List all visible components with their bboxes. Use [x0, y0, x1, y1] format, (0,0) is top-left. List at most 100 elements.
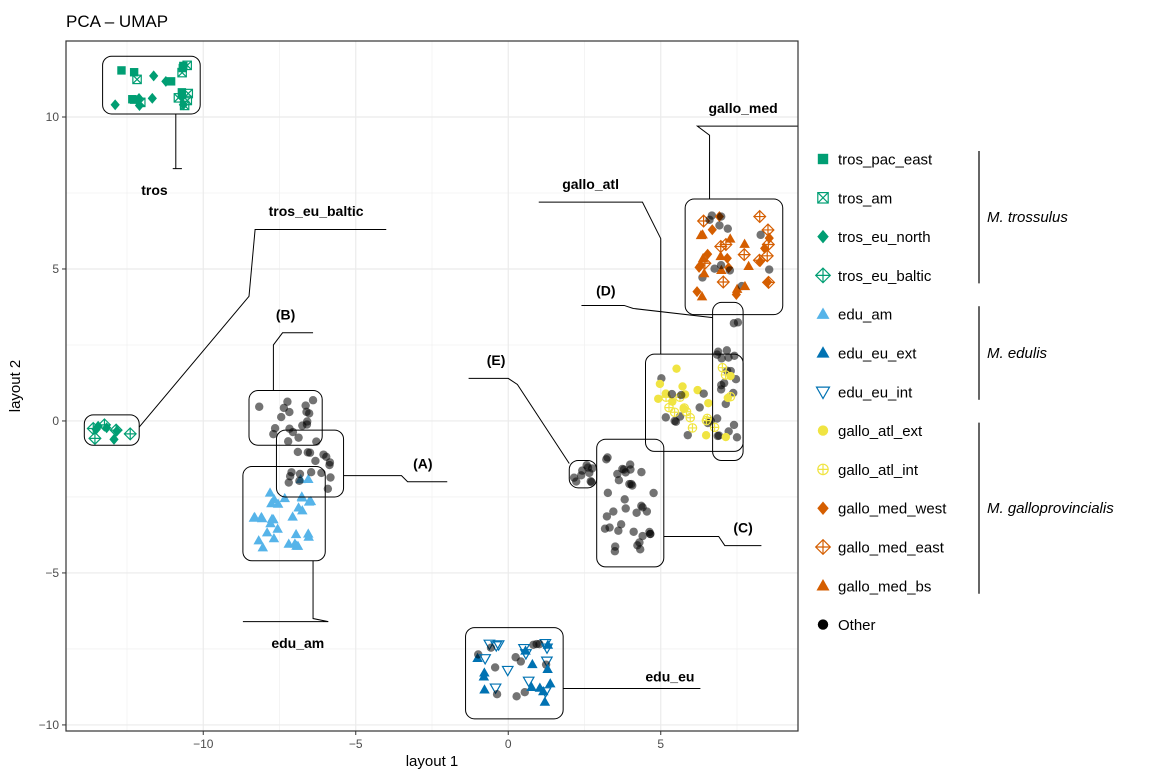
point-gallo_med_west — [763, 276, 773, 288]
point-edu_am — [256, 511, 267, 522]
legend-key-Other — [817, 619, 829, 630]
point-gallo_med_east — [760, 249, 774, 263]
point-tros_pac_east — [177, 88, 187, 97]
point-Other — [716, 212, 726, 221]
cluster-box — [568, 459, 598, 489]
legend-label: tros_eu_baltic — [838, 268, 932, 285]
legend-label: gallo_atl_ext — [838, 423, 923, 440]
point-Other — [732, 433, 742, 442]
legend-label: gallo_med_bs — [838, 578, 931, 595]
point-edu_am — [272, 523, 283, 533]
point-Other — [295, 476, 304, 486]
point-Other — [301, 401, 310, 410]
point-gallo_atl_ext — [726, 371, 735, 381]
point-Other — [730, 351, 739, 361]
point-Other — [572, 477, 581, 486]
point-Other — [636, 545, 645, 554]
legend-key-gallo_atl_int — [817, 463, 829, 476]
point-gallo_atl_ext — [654, 394, 663, 403]
cluster-label: tros — [141, 182, 168, 198]
point-gallo_med_bs — [698, 268, 710, 278]
legend-key-tros_am — [817, 192, 829, 204]
point-Other — [283, 397, 292, 406]
point-Other — [486, 643, 496, 652]
legend-label: edu_eu_int — [838, 384, 913, 401]
y-tick-label: −10 — [39, 718, 60, 732]
cluster-label: (C) — [733, 519, 752, 535]
point-gallo_atl_int — [701, 415, 712, 426]
point-Other — [308, 396, 318, 405]
point-Other — [733, 318, 743, 327]
point-Other — [294, 433, 303, 442]
point-Other — [717, 380, 726, 390]
legend-key-edu_eu_int — [815, 386, 831, 400]
point-edu_eu_ext — [545, 678, 556, 688]
point-Other — [325, 458, 335, 467]
point-gallo_med_bs — [697, 252, 709, 263]
point-gallo_atl_ext — [693, 385, 702, 395]
cluster-box — [102, 55, 201, 115]
point-edu_am — [249, 511, 260, 522]
cluster-box — [275, 429, 345, 498]
point-Other — [645, 527, 654, 537]
point-edu_eu_int — [478, 654, 492, 666]
x-tick-label: −5 — [349, 737, 363, 751]
point-tros_eu_north — [110, 99, 120, 111]
point-edu_am — [303, 528, 314, 538]
point-tros_eu_north — [109, 433, 119, 445]
point-Other — [255, 402, 264, 411]
point-Other — [611, 542, 620, 551]
cluster-box — [242, 466, 326, 562]
point-edu_eu_ext — [542, 663, 553, 674]
point-edu_am — [297, 505, 308, 515]
point-edu_eu_int — [501, 665, 515, 677]
legend-item: tros_am — [817, 190, 892, 207]
point-Other — [712, 350, 722, 359]
point-edu_eu_ext — [479, 684, 490, 694]
y-tick-label: 0 — [52, 414, 59, 428]
leader-line — [172, 113, 182, 170]
point-edu_eu_int — [539, 687, 552, 699]
x-axis-label: layout 1 — [406, 753, 459, 770]
legend-item: Other — [817, 617, 876, 634]
point-gallo_med_bs — [739, 238, 750, 248]
cluster-box — [596, 438, 665, 568]
point-tros_eu_north — [112, 425, 122, 437]
cluster-label: (B) — [276, 307, 295, 323]
point-gallo_atl_ext — [704, 398, 713, 408]
point-edu_eu_int — [492, 640, 505, 652]
point-Other — [677, 390, 686, 400]
point-gallo_med_west — [764, 232, 774, 244]
legend-item: edu_am — [816, 307, 892, 324]
point-gallo_atl_int — [709, 422, 720, 433]
legend-group-label: M. trossulus — [987, 209, 1068, 226]
point-tros_am — [132, 74, 142, 85]
point-edu_eu_ext — [526, 681, 537, 692]
legend-item: edu_eu_int — [815, 384, 913, 401]
point-tros_eu_north — [147, 92, 157, 104]
point-Other — [620, 495, 629, 504]
legend-label: edu_am — [838, 307, 892, 324]
point-gallo_med_west — [695, 259, 706, 271]
point-Other — [637, 467, 646, 477]
point-Other — [306, 467, 316, 477]
legend-key-gallo_atl_ext — [817, 425, 829, 436]
point-Other — [710, 264, 719, 273]
legend-label: gallo_med_east — [838, 540, 945, 557]
point-Other — [613, 469, 622, 479]
point-Other — [293, 447, 303, 457]
legend-key-edu_eu_ext — [816, 346, 830, 358]
point-tros_pac_east — [128, 95, 137, 104]
point-Other — [603, 488, 613, 498]
x-tick-label: 5 — [657, 737, 664, 751]
point-Other — [661, 413, 670, 422]
point-edu_am — [268, 493, 280, 504]
point-Other — [722, 346, 732, 355]
legend-item: gallo_med_bs — [816, 578, 931, 595]
cluster-box — [83, 414, 140, 446]
point-edu_eu_ext — [534, 682, 546, 692]
point-gallo_med_bs — [695, 229, 707, 240]
point-tros_eu_baltic — [123, 427, 137, 441]
legend-item: gallo_atl_ext — [817, 423, 923, 440]
point-tros_pac_east — [129, 68, 139, 77]
